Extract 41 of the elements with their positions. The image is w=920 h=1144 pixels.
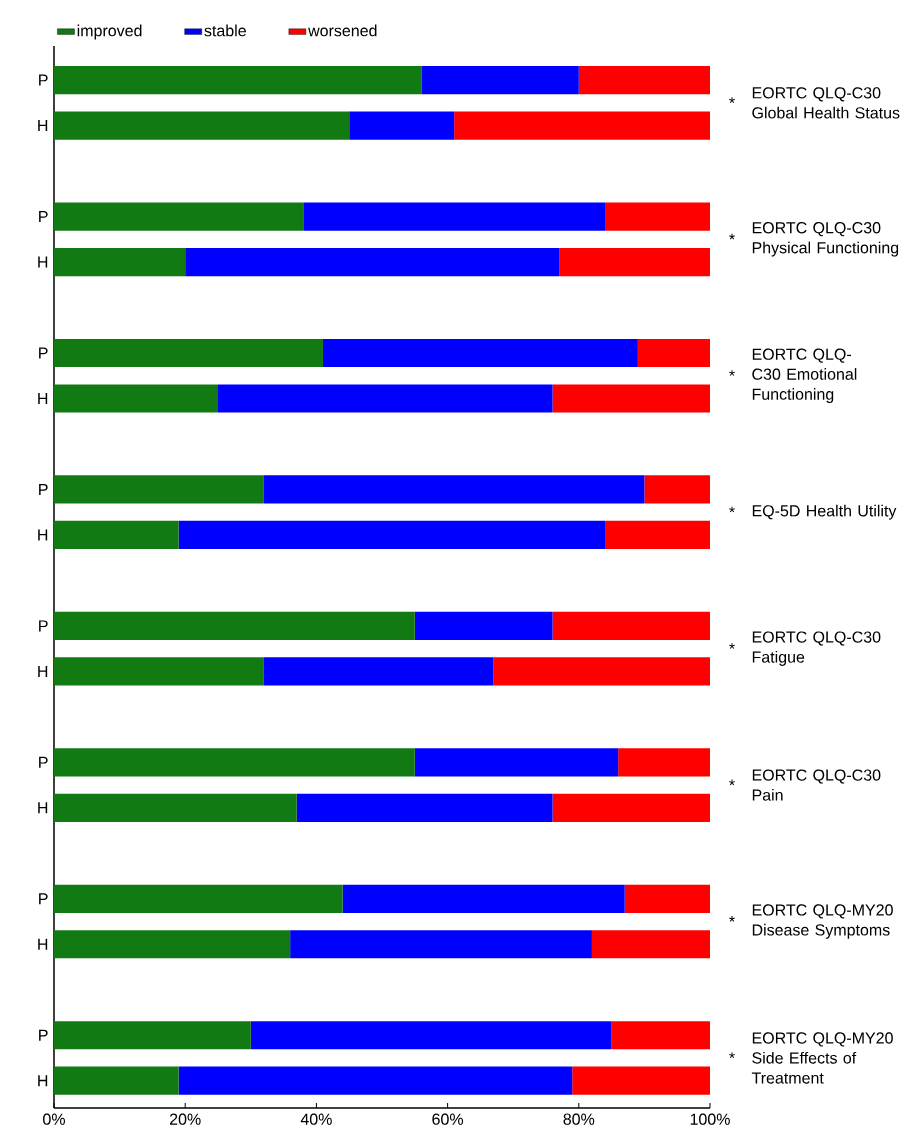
text: * <box>729 233 735 240</box>
text: EORTC QLQ-C30 Emotional Functioning <box>752 348 857 403</box>
y-tick-label: H <box>38 529 48 541</box>
legend-label: stable <box>204 24 246 37</box>
x-tick-label: 40% <box>300 1113 332 1125</box>
y-tick-label: P <box>39 620 48 632</box>
text: EORTC QLQ-C30 Global Health Status <box>752 87 900 119</box>
y-tick-label: H <box>38 1075 48 1087</box>
text: * <box>729 916 735 922</box>
legend-label: worsened <box>308 24 377 37</box>
y-tick-label: P <box>39 211 48 223</box>
text: EORTC QLQ-MY20 Disease Symptoms <box>752 904 893 939</box>
x-tick-label: 100% <box>690 1113 730 1125</box>
text: * <box>729 97 735 103</box>
x-tick-label: 20% <box>169 1113 201 1125</box>
text: EORTC QLQ-MY20 Side Effects of Treatment <box>751 1032 893 1084</box>
text: EORTC QLQ-C30 Fatigue <box>752 631 881 666</box>
text: * <box>729 370 735 376</box>
text: * <box>729 643 735 649</box>
x-tick-label: 60% <box>432 1113 464 1125</box>
text: EORTC QLQ-C30 Physical Functioning <box>752 222 899 257</box>
text: * <box>729 506 735 513</box>
x-tick-label: 0% <box>43 1113 65 1125</box>
y-tick-label: H <box>38 256 48 268</box>
x-tick-label: 80% <box>563 1113 595 1125</box>
legend-label: improved <box>77 24 142 40</box>
y-tick-label: H <box>38 802 48 814</box>
y-tick-label: P <box>39 893 48 905</box>
text: * <box>729 1052 735 1059</box>
y-tick-label: P <box>39 74 48 86</box>
text: EQ-5D Health Utility <box>752 504 897 520</box>
y-tick-label: P <box>39 756 48 768</box>
y-tick-label: H <box>38 665 48 677</box>
y-tick-label: H <box>38 120 48 132</box>
y-tick-label: P <box>39 483 48 495</box>
y-tick-label: H <box>38 938 48 950</box>
text: * <box>729 779 735 786</box>
y-tick-label: H <box>38 392 48 404</box>
text: EORTC QLQ-C30 Pain <box>752 769 881 801</box>
y-tick-label: P <box>39 347 48 359</box>
y-tick-label: P <box>39 1029 48 1041</box>
